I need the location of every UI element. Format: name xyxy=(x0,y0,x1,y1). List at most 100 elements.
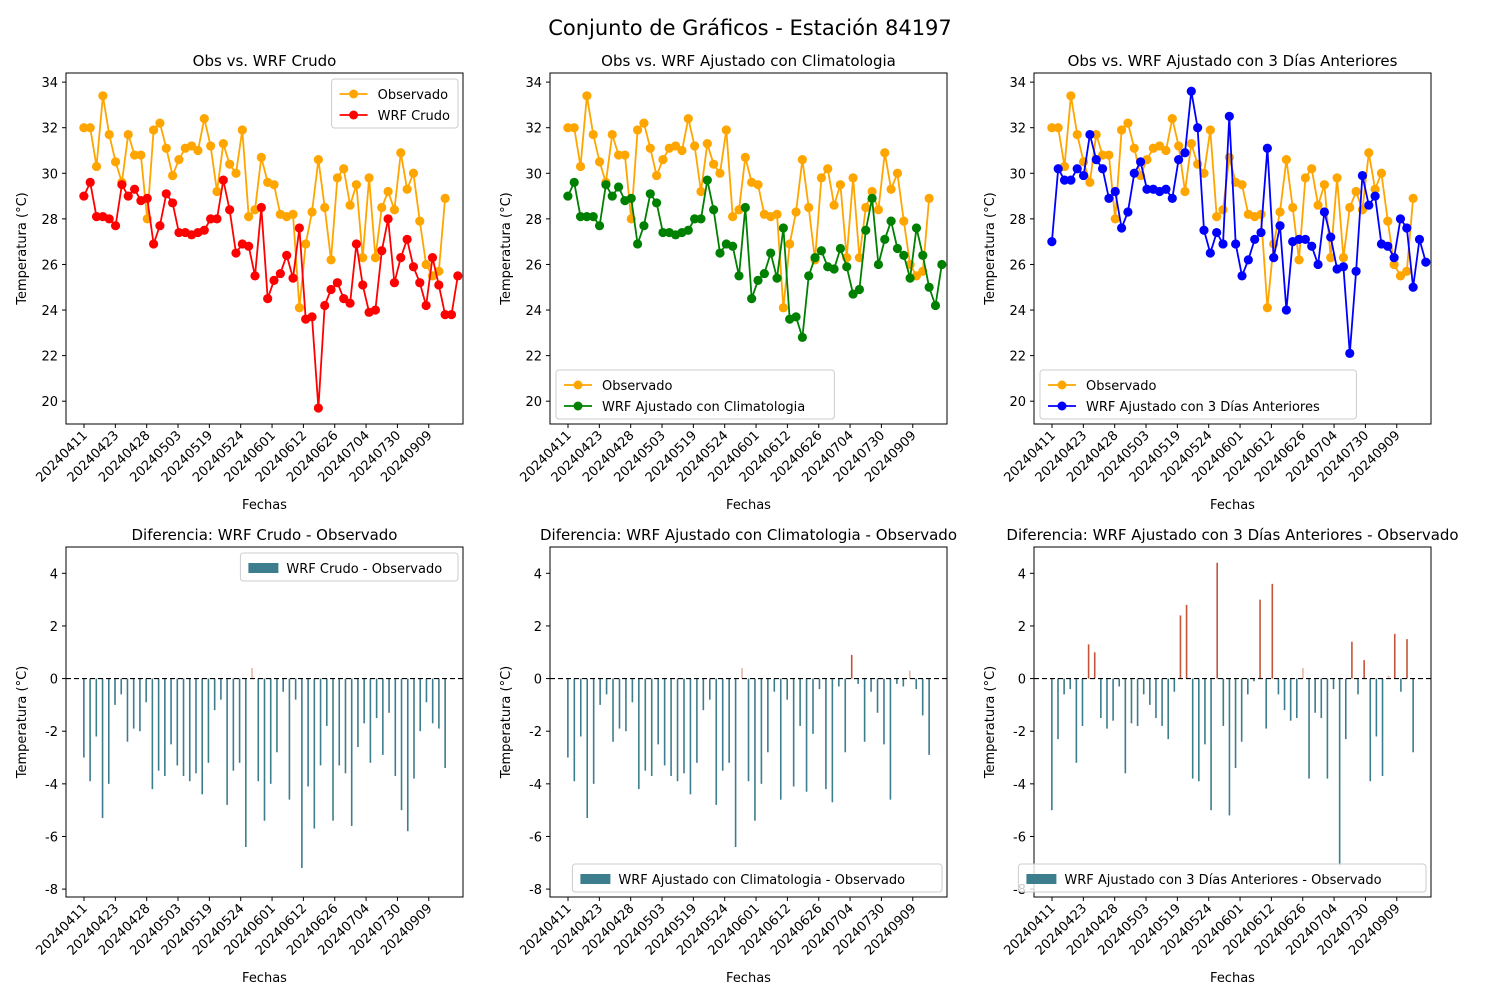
y-tick-label: 24 xyxy=(525,304,542,319)
bar xyxy=(132,678,135,729)
bar xyxy=(586,678,589,819)
data-point xyxy=(804,271,814,281)
data-point xyxy=(1345,202,1355,213)
data-point xyxy=(161,143,171,153)
data-point xyxy=(797,332,807,342)
legend: WRF Crudo - Observado xyxy=(239,552,459,582)
y-tick-label: 30 xyxy=(525,167,542,182)
data-point xyxy=(924,193,934,203)
data-point xyxy=(212,214,222,224)
data-point xyxy=(402,234,412,244)
data-point xyxy=(1161,145,1171,156)
data-point xyxy=(1338,253,1349,263)
bar xyxy=(1332,678,1335,690)
subplot-title: Diferencia: WRF Ajustado con 3 Días Ante… xyxy=(1006,526,1458,544)
data-point xyxy=(848,289,858,299)
data-point xyxy=(709,159,719,169)
data-point xyxy=(167,170,178,181)
data-point xyxy=(1389,259,1399,270)
data-point xyxy=(930,300,941,311)
data-point xyxy=(377,202,387,213)
bar xyxy=(831,678,834,803)
data-point xyxy=(696,214,706,224)
y-tick-label: 30 xyxy=(41,167,58,182)
data-point xyxy=(123,129,133,140)
bar xyxy=(282,678,284,692)
data-point xyxy=(167,198,178,208)
data-point xyxy=(199,225,209,235)
data-point xyxy=(575,161,586,172)
data-point xyxy=(332,278,342,288)
bar xyxy=(363,678,365,724)
data-point xyxy=(747,294,757,304)
data-point xyxy=(772,209,782,219)
data-point xyxy=(1370,184,1380,194)
data-point xyxy=(601,180,611,190)
data-point xyxy=(389,205,400,215)
legend-label: Observado xyxy=(378,88,449,103)
data-point xyxy=(671,141,681,151)
bar xyxy=(876,678,879,713)
bar xyxy=(1283,678,1286,711)
data-point xyxy=(307,207,317,217)
data-point xyxy=(434,280,444,290)
y-tick-label: 28 xyxy=(41,213,58,228)
data-point xyxy=(1364,148,1374,158)
data-point xyxy=(899,216,909,226)
data-point xyxy=(1408,282,1418,292)
bar xyxy=(812,678,814,734)
data-point xyxy=(1072,164,1082,174)
bar xyxy=(83,678,85,758)
y-tick-label: -6 xyxy=(1013,830,1026,845)
bar xyxy=(1412,678,1414,753)
data-point xyxy=(1364,200,1374,210)
bar xyxy=(908,670,911,679)
y-tick-label: 28 xyxy=(525,213,542,228)
subplot-3: 2022242628303234202404112024042320240428… xyxy=(983,52,1432,513)
subplot-4: -8-6-4-202420240411202404232024042820240… xyxy=(15,526,464,986)
bar xyxy=(114,678,116,705)
data-point xyxy=(1142,184,1152,194)
bar xyxy=(1149,678,1151,705)
legend-marker-swatch xyxy=(1057,380,1067,390)
legend-marker-swatch xyxy=(573,380,583,390)
bar xyxy=(1216,562,1218,679)
data-point xyxy=(415,216,425,226)
data-point xyxy=(148,239,159,249)
bar xyxy=(238,678,241,763)
data-point xyxy=(1345,348,1355,358)
data-point xyxy=(1294,255,1304,265)
bar xyxy=(1167,678,1170,740)
data-point xyxy=(1123,207,1133,217)
y-tick-label: -2 xyxy=(45,725,58,740)
bar xyxy=(805,678,808,792)
data-point xyxy=(1383,241,1393,251)
y-tick-label: 24 xyxy=(1009,304,1026,319)
axes-frame xyxy=(549,72,948,425)
bar xyxy=(1100,678,1102,719)
data-point xyxy=(244,241,254,251)
bar xyxy=(151,678,154,790)
data-point xyxy=(440,309,450,320)
bar xyxy=(101,678,104,819)
y-tick-label: -2 xyxy=(529,725,542,740)
bar xyxy=(344,678,347,774)
legend-frame xyxy=(571,863,943,893)
data-point xyxy=(402,184,412,194)
bar xyxy=(696,678,698,763)
bar xyxy=(1369,678,1372,782)
data-point xyxy=(129,184,140,194)
bar xyxy=(850,654,853,679)
bar xyxy=(1326,678,1329,779)
y-tick-label: 0 xyxy=(534,673,542,688)
bar xyxy=(1057,678,1059,740)
data-point xyxy=(1357,170,1368,181)
data-point xyxy=(1402,223,1412,233)
data-point xyxy=(899,250,909,260)
bar xyxy=(251,668,253,679)
bar xyxy=(369,678,372,763)
bar xyxy=(728,678,730,763)
bar xyxy=(715,678,718,805)
bar xyxy=(870,678,872,692)
data-point xyxy=(886,216,896,226)
